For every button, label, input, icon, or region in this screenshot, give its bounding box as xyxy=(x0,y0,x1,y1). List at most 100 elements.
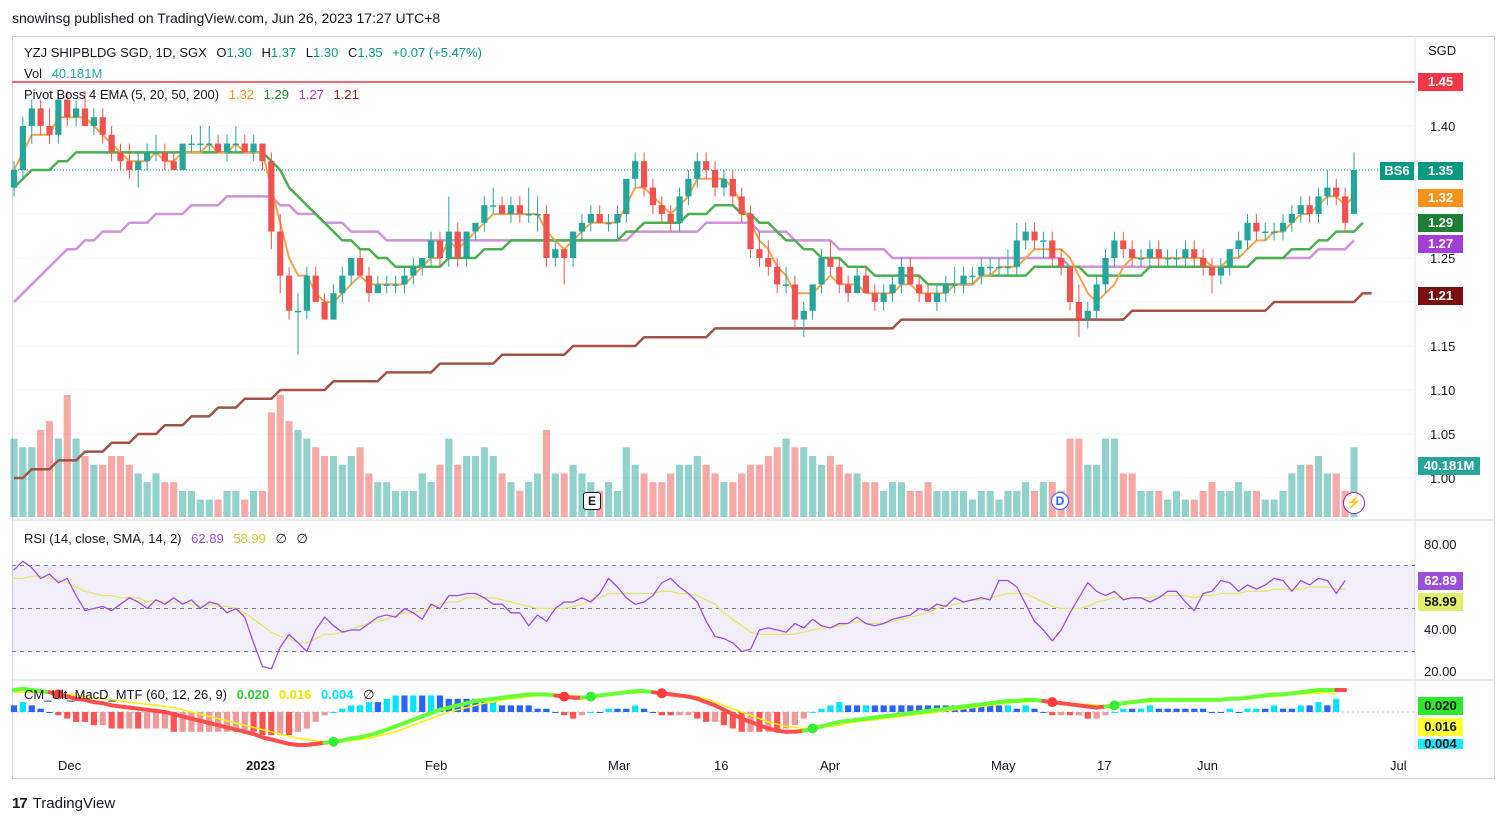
volume-bar xyxy=(356,447,364,517)
candle-body xyxy=(1013,240,1020,267)
macd-histogram-bar xyxy=(729,712,736,729)
ema-label[interactable]: Pivot Boss 4 EMA (5, 20, 50, 200) xyxy=(24,87,220,102)
volume-bar xyxy=(1323,473,1331,517)
volume-bar xyxy=(1075,438,1083,517)
candle-body xyxy=(1129,249,1136,258)
macd-histogram-bar xyxy=(481,702,488,712)
rsi-label[interactable]: RSI (14, close, SMA, 14, 2) xyxy=(24,531,182,546)
rsi-value: 62.89 xyxy=(191,531,224,546)
volume-bar xyxy=(667,473,675,517)
volume-bar xyxy=(392,490,400,517)
volume-bar xyxy=(951,490,959,517)
volume-label[interactable]: Vol xyxy=(24,66,43,81)
macd-cross-dot xyxy=(1109,700,1120,711)
volume-bar xyxy=(161,482,169,517)
volume-bar xyxy=(427,482,435,517)
macd-histogram-bar xyxy=(578,712,586,716)
volume-bar xyxy=(116,456,125,517)
volume-bar xyxy=(409,490,417,517)
published-caption: snowinsg published on TradingView.com, J… xyxy=(12,10,441,26)
macd-histogram-bar xyxy=(1288,708,1295,712)
candle-body xyxy=(960,275,967,285)
candle-body xyxy=(640,161,648,188)
candle-body xyxy=(330,293,337,320)
macd-histogram-bar xyxy=(392,695,399,712)
macd-histogram-bar xyxy=(552,712,559,713)
candle-body xyxy=(1066,266,1074,302)
candle-body xyxy=(916,284,923,294)
macd-histogram-bar xyxy=(223,712,231,732)
volume-bar xyxy=(312,447,320,517)
alert-price-badge[interactable]: 1.45 xyxy=(1418,73,1463,91)
macd-histogram-bar xyxy=(303,712,310,729)
volume-legend: Vol 40.181M xyxy=(24,66,108,81)
macd-histogram-bar xyxy=(871,705,878,712)
candle-body xyxy=(1315,196,1322,214)
candle-body xyxy=(294,310,302,313)
macd-histogram-bar xyxy=(1004,705,1012,712)
candle-body xyxy=(108,134,115,153)
volume-bar xyxy=(818,464,826,517)
volume-bar xyxy=(1093,464,1101,517)
candle-body xyxy=(321,302,328,320)
candle-body xyxy=(534,214,541,216)
macd-histogram-bar xyxy=(330,712,337,713)
macd-histogram-bar xyxy=(374,702,381,712)
macd-histogram-bar xyxy=(1031,708,1038,712)
volume-bar xyxy=(507,482,515,517)
candle-body xyxy=(1324,187,1331,197)
rsi-legend: RSI (14, close, SMA, 14, 2) 62.89 58.99 … xyxy=(24,531,314,547)
macd-histogram-bar xyxy=(1297,705,1304,712)
macd-histogram-bar xyxy=(126,712,133,729)
candle-body xyxy=(1004,266,1012,269)
macd-histogram-bar xyxy=(1271,705,1278,712)
macd-histogram-bar xyxy=(916,705,923,712)
volume-bar xyxy=(454,464,462,517)
volume-bar xyxy=(773,447,781,517)
macd-cross-dot xyxy=(807,723,818,734)
candle-body xyxy=(720,178,728,188)
candle-body xyxy=(889,284,896,294)
earnings-marker[interactable]: E xyxy=(583,492,601,510)
candle-body xyxy=(55,99,62,135)
volume-bar xyxy=(196,499,204,517)
candle-body xyxy=(215,143,222,153)
symbol-name[interactable]: YZJ SHIPBLDG SGD, 1D, SGX xyxy=(24,45,207,60)
macd-histogram-bar xyxy=(1093,712,1100,719)
volume-bar xyxy=(1119,473,1127,517)
candle-body xyxy=(232,143,239,146)
macd-label[interactable]: CM_Ult_MacD_MTF (60, 12, 26, 9) xyxy=(24,687,228,702)
candle-body xyxy=(561,249,568,258)
macd-histogram-bar xyxy=(498,705,506,712)
candle-body xyxy=(1271,231,1278,234)
macd-histogram-bar xyxy=(28,705,35,712)
candle-body xyxy=(738,196,745,214)
dividend-marker[interactable]: D xyxy=(1051,492,1069,510)
macd-histogram-bar xyxy=(791,712,799,726)
volume-bar xyxy=(125,464,133,517)
macd-cross-dot xyxy=(328,736,339,747)
candle-body xyxy=(241,143,248,153)
candle-body xyxy=(658,205,665,214)
volume-bar xyxy=(1306,464,1314,517)
volume-bar xyxy=(1137,490,1145,517)
macd-histogram-bar xyxy=(587,712,594,713)
macd-histogram-bar xyxy=(800,712,807,719)
candle-body xyxy=(694,161,701,179)
candle-body xyxy=(1120,240,1127,250)
macd-histogram-bar xyxy=(1226,708,1233,712)
macd-histogram-bar xyxy=(321,712,328,716)
volume-bar xyxy=(551,473,559,517)
lightning-icon[interactable]: ⚡ xyxy=(1343,492,1365,514)
volume-bar xyxy=(1039,482,1047,517)
open-value: 1.30 xyxy=(226,45,252,60)
candle-body xyxy=(179,143,186,170)
volume-bar xyxy=(37,429,45,517)
candle-body xyxy=(348,258,355,276)
time-tick: May xyxy=(991,758,1016,773)
macd-histogram-bar xyxy=(534,708,541,712)
volume-bar xyxy=(738,473,746,517)
candle-body xyxy=(1155,249,1162,258)
candle-body xyxy=(1288,214,1295,223)
